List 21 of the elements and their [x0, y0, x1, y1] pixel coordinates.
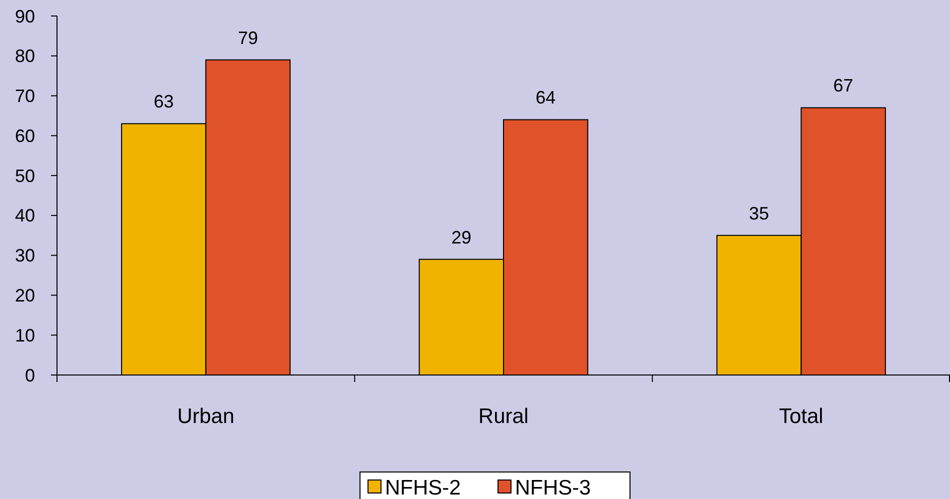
y-tick-label: 70	[14, 86, 35, 106]
y-tick-label: 90	[14, 6, 35, 26]
x-tick-label: Total	[778, 405, 824, 428]
data-label: 29	[451, 227, 472, 248]
legend-label: NFHS-2	[385, 476, 461, 499]
y-tick-label: 10	[14, 325, 35, 346]
y-tick-label: 50	[14, 166, 35, 186]
legend-label: NFHS-3	[515, 476, 591, 499]
y-tick-label: 30	[14, 246, 35, 266]
data-label: 64	[536, 88, 556, 108]
y-tick-label: 20	[14, 286, 35, 306]
y-tick-label: 80	[14, 46, 35, 66]
data-label: 79	[238, 28, 258, 48]
data-label: 35	[749, 203, 770, 224]
data-label: 63	[154, 92, 174, 112]
data-label: 67	[833, 76, 854, 96]
y-tick-label: 40	[14, 206, 35, 226]
x-tick-label: Rural	[478, 405, 529, 428]
y-tick-label: 60	[14, 126, 35, 146]
y-tick-label: 0	[24, 365, 35, 386]
x-tick-label: Urban	[177, 405, 234, 428]
